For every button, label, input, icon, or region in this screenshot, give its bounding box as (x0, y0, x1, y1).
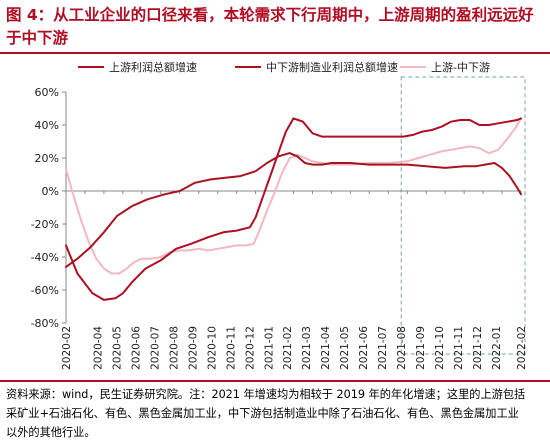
y-tick-label: -40% (31, 251, 59, 264)
y-tick-label: 20% (35, 152, 59, 165)
x-tick-label: 2020-07 (150, 326, 162, 370)
x-tick-label: 2020-08 (168, 326, 180, 370)
x-tick-label: 2020-05 (112, 326, 124, 370)
x-tick-label: 2021-08 (396, 326, 408, 370)
y-tick-label: -80% (31, 317, 59, 330)
title-line-1: 图 4：从工业企业的口径来看，本轮需求下行周期中，上游周期的盈利远远好 (6, 6, 534, 24)
x-tick-label: 2021-11 (453, 326, 465, 370)
x-tick-label: 2020-02 (61, 326, 73, 370)
x-tick-label: 2021-05 (339, 326, 351, 370)
x-tick-label: 2020-10 (206, 326, 218, 370)
y-tick-label: -20% (31, 218, 59, 231)
x-tick-label: 2021-12 (472, 326, 484, 370)
source-divider (0, 380, 550, 382)
x-tick-label: 2021-07 (377, 326, 389, 370)
y-tick-label: 0% (42, 185, 59, 198)
x-tick-label: 2022-01 (491, 326, 503, 370)
chart-title: 图 4：从工业企业的口径来看，本轮需求下行周期中，上游周期的盈利远远好 于中下游 (6, 4, 546, 50)
x-tick-label: 2021-02 (282, 326, 294, 370)
x-tick-label: 2021-04 (320, 326, 332, 370)
x-tick-label: 2022-02 (516, 326, 528, 370)
source-note: 资料来源：wind，民生证券研究院。注：2021 年增速均为相较于 2019 年… (6, 385, 546, 442)
source-line-2: 采矿业+石油石化、有色、黑色金属加工业，中下游包括制造业中除了石油石化、有色、黑… (6, 407, 519, 420)
y-tick-label: 40% (35, 119, 59, 132)
x-tick-label: 2021-01 (263, 326, 275, 370)
line-chart: 60% 40% 20% 0% -20% -40% -60% -80%2020-02 2020-0… (31, 60, 528, 370)
title-line-2: 于中下游 (6, 29, 69, 47)
legend-label: 上游-中下游 (431, 61, 490, 74)
source-line-1: 资料来源：wind，民生证券研究院。注：2021 年增速均为相较于 2019 年… (6, 388, 526, 401)
y-tick-label: -60% (31, 284, 59, 297)
highlight-box (400, 76, 526, 355)
x-tick-label: 2020-04 (93, 326, 105, 370)
x-tick-label: 2021-10 (434, 326, 446, 370)
x-tick-label: 2020-12 (244, 326, 256, 370)
series-line-2 (65, 117, 522, 275)
x-tick-label: 2021-09 (415, 326, 427, 370)
x-tick-label: 2020-06 (131, 326, 143, 370)
x-tick-label: 2020-09 (187, 326, 199, 370)
series-line-1 (65, 152, 522, 268)
y-tick-label: 60% (35, 86, 59, 99)
series-line-0 (65, 117, 522, 301)
x-tick-label: 2021-03 (301, 326, 313, 370)
x-tick-label: 2021-06 (358, 326, 370, 370)
title-divider (0, 52, 550, 54)
legend-label: 上游利润总额增速 (109, 60, 197, 74)
source-line-3: 以外的其他行业。 (6, 426, 96, 439)
x-tick-label: 2020-11 (225, 326, 237, 370)
legend-label: 中下游制造业利润总额增速 (266, 60, 398, 74)
